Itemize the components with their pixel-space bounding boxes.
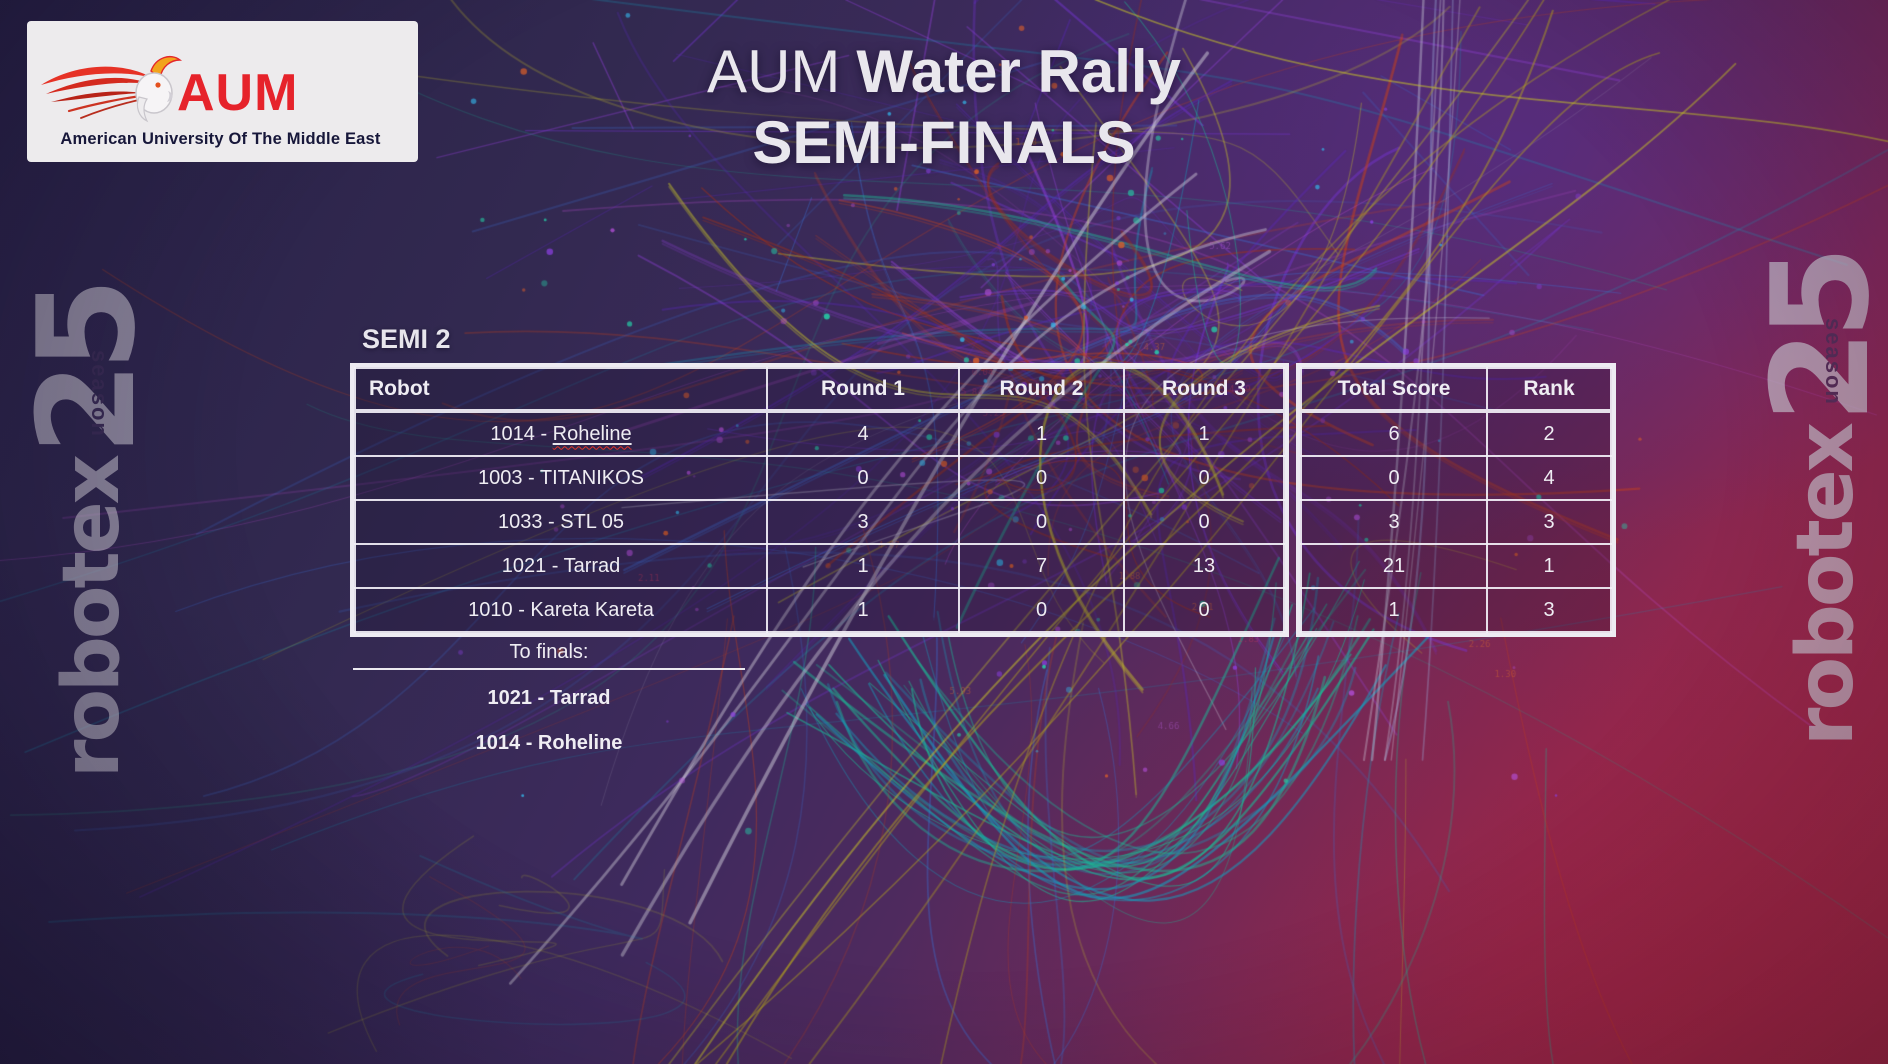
round3-cell: 13 — [1123, 543, 1285, 589]
header-total-score: Total Score — [1300, 367, 1488, 413]
robot-cell: 1003 - TITANIKOS — [354, 455, 768, 501]
rounds-table-wrap: Robot Round 1 Round 2 Round 3 1014 - Roh… — [350, 363, 1289, 637]
total-cell: 6 — [1300, 410, 1488, 457]
table-row: 1010 - Kareta Kareta 1 0 0 — [354, 587, 1285, 633]
title-aum: AUM — [707, 38, 841, 105]
season-label: season — [1821, 318, 1846, 406]
round3-cell: 0 — [1123, 455, 1285, 501]
rank-cell: 3 — [1486, 499, 1612, 545]
finals-divider — [353, 668, 745, 670]
title-line-1: AUM Water Rally — [0, 36, 1888, 107]
totals-table-wrap: Total Score Rank 6 2 0 4 3 3 — [1296, 363, 1616, 637]
robot-cell: 1014 - Roheline — [354, 410, 768, 457]
table-row: 1 3 — [1300, 587, 1612, 633]
round2-cell: 7 — [958, 543, 1125, 589]
title-line-2: SEMI-FINALS — [752, 109, 1136, 176]
robot-name: Roheline — [552, 422, 632, 445]
total-cell: 0 — [1300, 455, 1488, 501]
round2-cell: 0 — [958, 499, 1125, 545]
rank-cell: 4 — [1486, 455, 1612, 501]
round3-cell: 0 — [1123, 587, 1285, 633]
aum-bird-icon — [41, 56, 183, 123]
results-tables: Robot Round 1 Round 2 Round 3 1014 - Roh… — [350, 363, 1616, 637]
round1-cell: 1 — [766, 543, 960, 589]
table-row: 21 1 — [1300, 543, 1612, 589]
robotex-watermark-left: robotex 25 season — [9, 286, 165, 781]
header-row: Robot Round 1 Round 2 Round 3 — [354, 367, 1285, 413]
robot-cell: 1021 - Tarrad — [354, 543, 768, 589]
header-robot: Robot — [354, 367, 768, 413]
header-rank: Rank — [1486, 367, 1612, 413]
round1-cell: 3 — [766, 499, 960, 545]
table-row: 1033 - STL 05 3 0 0 — [354, 499, 1285, 545]
table-row: 1021 - Tarrad 1 7 13 — [354, 543, 1285, 589]
rank-cell: 3 — [1486, 587, 1612, 633]
season-label: season — [87, 350, 112, 438]
aum-university-logo: AUM American University Of The Middle Ea… — [27, 21, 418, 162]
finals-qualifier: 1021 - Tarrad — [487, 687, 611, 709]
round1-cell: 0 — [766, 455, 960, 501]
round3-cell: 1 — [1123, 410, 1285, 457]
header-round-2: Round 2 — [958, 367, 1125, 413]
aum-subtitle: American University Of The Middle East — [60, 130, 381, 148]
finals-qualifier: 1014 - Roheline — [475, 732, 623, 754]
table-row: 6 2 — [1300, 410, 1612, 457]
robot-cell: 1010 - Kareta Kareta — [354, 587, 768, 633]
header-row: Total Score Rank — [1300, 367, 1612, 413]
round2-cell: 0 — [958, 455, 1125, 501]
round2-cell: 0 — [958, 587, 1125, 633]
round1-cell: 1 — [766, 587, 960, 633]
round1-cell: 4 — [766, 410, 960, 457]
event-title: AUM Water Rally SEMI-FINALS — [0, 36, 1888, 178]
section-label: SEMI 2 — [362, 324, 451, 354]
finals-section: To finals: 1021 - Tarrad 1014 - Roheline — [353, 640, 745, 755]
total-cell: 3 — [1300, 499, 1488, 545]
header-round-3: Round 3 — [1123, 367, 1285, 413]
robot-cell: 1033 - STL 05 — [354, 499, 768, 545]
total-cell: 1 — [1300, 587, 1488, 633]
rank-cell: 2 — [1486, 410, 1612, 457]
robotex-watermark-right: robotex 25 season — [1743, 254, 1888, 749]
robot-id: 1014 - — [490, 422, 553, 445]
rank-cell: 1 — [1486, 543, 1612, 589]
aum-brand-text: AUM — [177, 64, 299, 122]
round3-cell: 0 — [1123, 499, 1285, 545]
round2-cell: 1 — [958, 410, 1125, 457]
table-row: 0 4 — [1300, 455, 1612, 501]
robot-name-misspelled: Roheline — [553, 423, 632, 445]
table-row: 1003 - TITANIKOS 0 0 0 — [354, 455, 1285, 501]
title-water-rally: Water Rally — [856, 38, 1181, 105]
table-row: 3 3 — [1300, 499, 1612, 545]
rounds-table: Robot Round 1 Round 2 Round 3 1014 - Roh… — [354, 367, 1285, 633]
header-round-1: Round 1 — [766, 367, 960, 413]
to-finals-label: To finals: — [509, 641, 589, 663]
table-row: 1014 - Roheline 4 1 1 — [354, 410, 1285, 457]
totals-table: Total Score Rank 6 2 0 4 3 3 — [1300, 367, 1612, 633]
total-cell: 21 — [1300, 543, 1488, 589]
